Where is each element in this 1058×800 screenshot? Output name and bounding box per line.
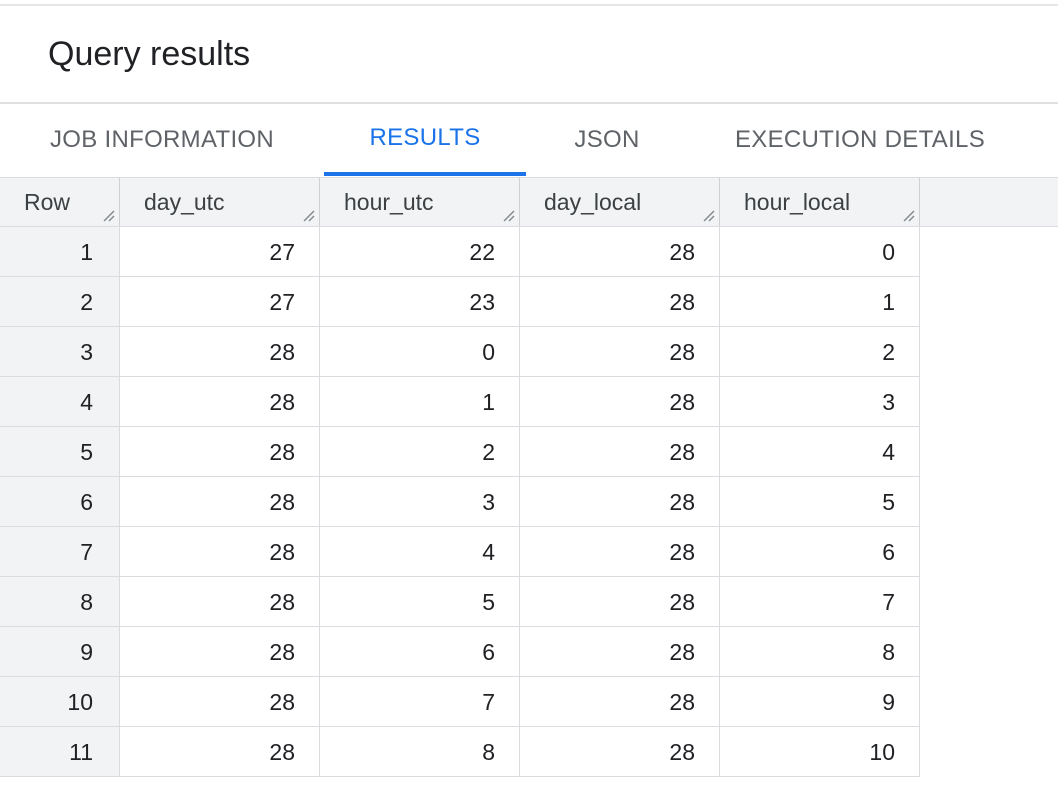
tab-execution-details[interactable]: EXECUTION DETAILS (712, 104, 1008, 176)
day-local-cell[interactable]: 28 (520, 577, 720, 627)
row-number-cell: 7 (0, 527, 120, 577)
day-local-cell[interactable]: 28 (520, 377, 720, 427)
hour-local-cell[interactable]: 8 (720, 627, 920, 677)
column-header-row[interactable]: Row (0, 178, 120, 226)
resize-handle-icon[interactable] (501, 208, 515, 222)
hour-utc-cell[interactable]: 4 (320, 527, 520, 577)
day-local-cell[interactable]: 28 (520, 627, 720, 677)
resize-handle-icon[interactable] (901, 208, 915, 222)
column-header-label: day_local (544, 189, 642, 215)
table-row[interactable]: 11 28 8 28 10 (0, 727, 920, 777)
row-number-cell: 9 (0, 627, 120, 677)
day-utc-cell[interactable]: 28 (120, 727, 320, 777)
hour-local-cell[interactable]: 9 (720, 677, 920, 727)
day-local-cell[interactable]: 28 (520, 327, 720, 377)
tab-results[interactable]: RESULTS (324, 104, 526, 176)
hour-local-cell[interactable]: 2 (720, 327, 920, 377)
results-grid: Row day_utc hour_utc day_local hour_loca… (0, 177, 1058, 779)
table-row[interactable]: 2 27 23 28 1 (0, 277, 920, 327)
row-number-cell: 6 (0, 477, 120, 527)
tab-json[interactable]: JSON (548, 104, 666, 176)
hour-utc-cell[interactable]: 3 (320, 477, 520, 527)
hour-utc-cell[interactable]: 2 (320, 427, 520, 477)
column-header-label: Row (24, 189, 71, 215)
resize-handle-icon[interactable] (301, 208, 315, 222)
column-header-day-utc[interactable]: day_utc (120, 178, 320, 226)
column-header-hour-local[interactable]: hour_local (720, 178, 920, 226)
hour-utc-cell[interactable]: 0 (320, 327, 520, 377)
tab-label: RESULTS (369, 124, 481, 151)
table-row[interactable]: 5 28 2 28 4 (0, 427, 920, 477)
table-row[interactable]: 3 28 0 28 2 (0, 327, 920, 377)
day-utc-cell[interactable]: 28 (120, 427, 320, 477)
column-header-label: hour_utc (344, 189, 434, 215)
hour-local-cell[interactable]: 7 (720, 577, 920, 627)
row-number-cell: 11 (0, 727, 120, 777)
hour-local-cell[interactable]: 3 (720, 377, 920, 427)
row-number-cell: 2 (0, 277, 120, 327)
resize-handle-icon[interactable] (701, 208, 715, 222)
hour-local-cell[interactable]: 10 (720, 727, 920, 777)
hour-utc-cell[interactable]: 1 (320, 377, 520, 427)
tab-job-information[interactable]: JOB INFORMATION (24, 104, 300, 176)
tab-label: EXECUTION DETAILS (734, 126, 986, 153)
hour-local-cell[interactable]: 5 (720, 477, 920, 527)
tab-label: JOB INFORMATION (49, 126, 275, 153)
results-header-row: Row day_utc hour_utc day_local hour_loca… (0, 177, 1058, 227)
day-utc-cell[interactable]: 28 (120, 627, 320, 677)
table-row[interactable]: 10 28 7 28 9 (0, 677, 920, 727)
top-divider (0, 4, 1058, 6)
day-utc-cell[interactable]: 28 (120, 677, 320, 727)
table-row[interactable]: 1 27 22 28 0 (0, 227, 920, 277)
table-row[interactable]: 8 28 5 28 7 (0, 577, 920, 627)
day-utc-cell[interactable]: 28 (120, 477, 320, 527)
day-utc-cell[interactable]: 27 (120, 227, 320, 277)
table-row[interactable]: 6 28 3 28 5 (0, 477, 920, 527)
row-number-cell: 5 (0, 427, 120, 477)
day-utc-cell[interactable]: 28 (120, 527, 320, 577)
table-row[interactable]: 4 28 1 28 3 (0, 377, 920, 427)
day-local-cell[interactable]: 28 (520, 477, 720, 527)
row-number-cell: 3 (0, 327, 120, 377)
results-tab-bar: JOB INFORMATION RESULTS JSON EXECUTION D… (0, 104, 1058, 176)
row-number-cell: 4 (0, 377, 120, 427)
column-header-day-local[interactable]: day_local (520, 178, 720, 226)
title-divider (0, 102, 1058, 104)
column-header-label: hour_local (744, 189, 851, 215)
page-title: Query results (48, 35, 251, 73)
resize-handle-icon[interactable] (101, 208, 115, 222)
day-local-cell[interactable]: 28 (520, 277, 720, 327)
day-utc-cell[interactable]: 27 (120, 277, 320, 327)
row-number-cell: 8 (0, 577, 120, 627)
hour-local-cell[interactable]: 1 (720, 277, 920, 327)
day-utc-cell[interactable]: 28 (120, 377, 320, 427)
row-number-cell: 1 (0, 227, 120, 277)
day-local-cell[interactable]: 28 (520, 527, 720, 577)
hour-local-cell[interactable]: 4 (720, 427, 920, 477)
hour-utc-cell[interactable]: 7 (320, 677, 520, 727)
hour-utc-cell[interactable]: 23 (320, 277, 520, 327)
hour-utc-cell[interactable]: 6 (320, 627, 520, 677)
hour-utc-cell[interactable]: 5 (320, 577, 520, 627)
day-local-cell[interactable]: 28 (520, 227, 720, 277)
day-local-cell[interactable]: 28 (520, 727, 720, 777)
tab-label: JSON (574, 126, 640, 153)
table-row[interactable]: 7 28 4 28 6 (0, 527, 920, 577)
hour-local-cell[interactable]: 6 (720, 527, 920, 577)
hour-utc-cell[interactable]: 22 (320, 227, 520, 277)
day-utc-cell[interactable]: 28 (120, 577, 320, 627)
hour-utc-cell[interactable]: 8 (320, 727, 520, 777)
hour-local-cell[interactable]: 0 (720, 227, 920, 277)
day-utc-cell[interactable]: 28 (120, 327, 320, 377)
column-header-hour-utc[interactable]: hour_utc (320, 178, 520, 226)
row-number-cell: 10 (0, 677, 120, 727)
day-local-cell[interactable]: 28 (520, 677, 720, 727)
column-header-label: day_utc (144, 189, 225, 215)
table-row[interactable]: 9 28 6 28 8 (0, 627, 920, 677)
day-local-cell[interactable]: 28 (520, 427, 720, 477)
